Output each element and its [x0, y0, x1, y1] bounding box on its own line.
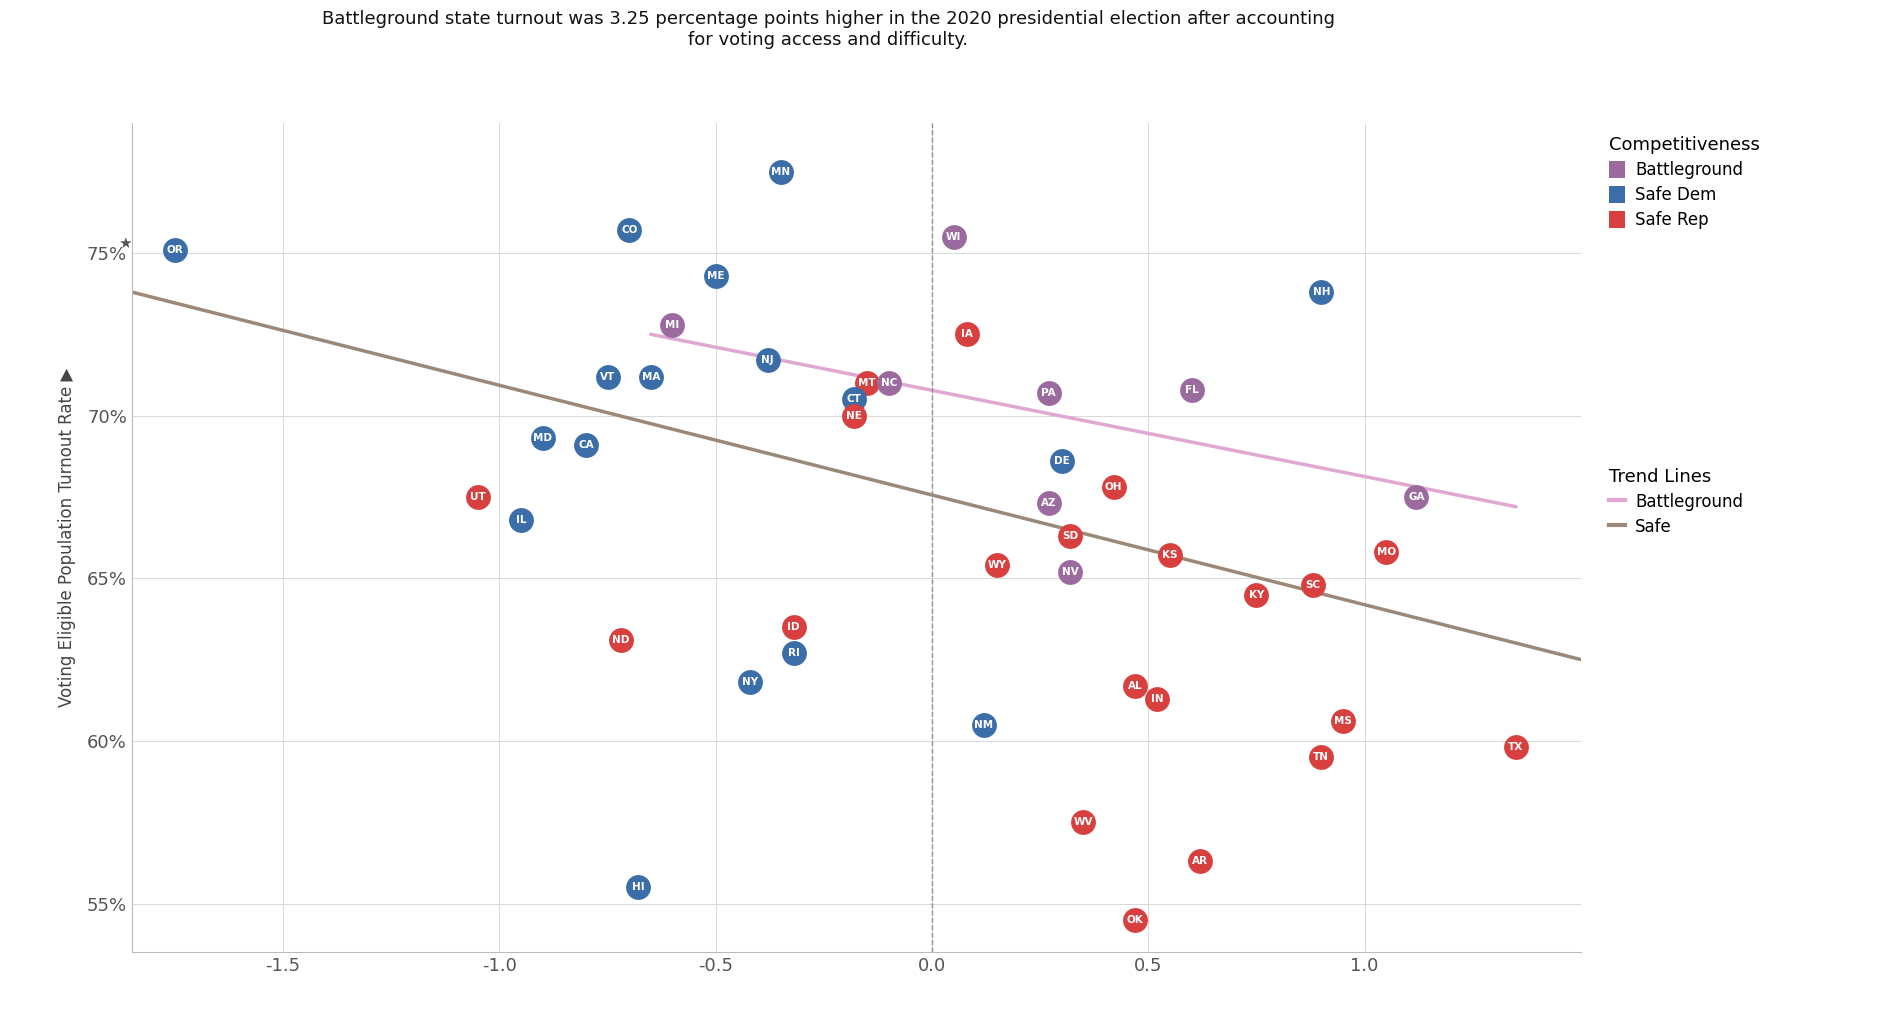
Point: [1402, 488, 1432, 505]
Point: [736, 674, 766, 690]
Text: FL: FL: [1184, 385, 1199, 394]
Text: ★: ★: [119, 236, 132, 251]
Text: DE: DE: [1054, 456, 1069, 466]
Point: [623, 879, 653, 895]
Text: AZ: AZ: [1041, 499, 1056, 509]
Point: [657, 316, 687, 333]
Point: [700, 267, 730, 284]
Text: WV: WV: [1073, 817, 1093, 827]
Point: [1242, 587, 1272, 603]
Point: [1120, 678, 1150, 694]
Point: [939, 228, 969, 245]
Point: [1156, 547, 1186, 563]
Text: VT: VT: [600, 372, 615, 382]
Text: IN: IN: [1150, 693, 1163, 703]
Point: [527, 430, 557, 446]
Text: ND: ND: [612, 635, 629, 645]
Point: [1033, 385, 1063, 401]
Text: OH: OH: [1105, 482, 1122, 493]
Text: UT: UT: [470, 492, 486, 502]
Text: ME: ME: [708, 270, 725, 281]
Point: [1033, 496, 1063, 512]
Text: SD: SD: [1061, 531, 1078, 541]
Text: HI: HI: [632, 883, 644, 892]
Point: [779, 645, 809, 662]
Text: TN: TN: [1314, 753, 1329, 762]
Point: [766, 164, 796, 180]
Text: MS: MS: [1334, 717, 1351, 726]
Text: MA: MA: [642, 372, 661, 382]
Y-axis label: Voting Eligible Population Turnout Rate ▶: Voting Eligible Population Turnout Rate …: [58, 368, 75, 708]
Text: MT: MT: [858, 378, 875, 388]
Text: PA: PA: [1041, 388, 1056, 398]
Text: ID: ID: [787, 622, 800, 632]
Text: Battleground state turnout was 3.25 percentage points higher in the 2020 preside: Battleground state turnout was 3.25 perc…: [322, 10, 1334, 49]
Text: GA: GA: [1408, 492, 1425, 502]
Text: WY: WY: [988, 560, 1007, 570]
Point: [779, 618, 809, 635]
Text: CO: CO: [621, 225, 638, 236]
Text: OK: OK: [1127, 914, 1144, 925]
Text: OR: OR: [167, 245, 183, 255]
Point: [1046, 453, 1077, 469]
Point: [952, 326, 982, 342]
Point: [160, 242, 190, 258]
Point: [1056, 563, 1086, 580]
Point: [1099, 479, 1129, 496]
Text: MD: MD: [533, 433, 551, 443]
Text: NE: NE: [847, 411, 862, 421]
Point: [570, 436, 600, 453]
Point: [1069, 814, 1099, 830]
Point: [1142, 690, 1172, 707]
Point: [1306, 749, 1336, 765]
Point: [839, 391, 869, 408]
Text: AL: AL: [1127, 681, 1142, 690]
Text: MN: MN: [772, 167, 790, 177]
Point: [614, 222, 644, 239]
Point: [1502, 739, 1532, 756]
Text: NH: NH: [1312, 287, 1331, 297]
Text: CT: CT: [847, 394, 862, 404]
Text: TX: TX: [1507, 742, 1524, 753]
Text: NM: NM: [975, 720, 994, 730]
Point: [463, 488, 493, 505]
Text: KY: KY: [1250, 590, 1265, 599]
Point: [606, 632, 636, 648]
Point: [1186, 853, 1216, 869]
Legend: Battleground, Safe: Battleground, Safe: [1603, 463, 1748, 541]
Text: IL: IL: [516, 515, 527, 524]
Text: MO: MO: [1376, 547, 1396, 557]
Point: [636, 369, 666, 385]
Point: [1306, 284, 1336, 300]
Point: [1372, 544, 1402, 560]
Text: AR: AR: [1191, 856, 1208, 866]
Point: [873, 375, 903, 391]
Text: SC: SC: [1304, 580, 1321, 590]
Point: [1329, 713, 1359, 729]
Point: [969, 717, 999, 733]
Text: NC: NC: [881, 378, 898, 388]
Text: MI: MI: [666, 319, 679, 330]
Point: [1176, 381, 1206, 397]
Text: NJ: NJ: [762, 355, 774, 366]
Point: [982, 557, 1013, 573]
Point: [839, 408, 869, 424]
Text: KS: KS: [1163, 551, 1178, 560]
Point: [593, 369, 623, 385]
Point: [506, 512, 536, 528]
Text: CA: CA: [578, 440, 593, 450]
Text: WI: WI: [947, 231, 962, 242]
Point: [1120, 911, 1150, 928]
Point: [753, 352, 783, 369]
Text: RI: RI: [789, 648, 800, 658]
Point: [1297, 577, 1327, 593]
Point: [853, 375, 883, 391]
Point: [1056, 527, 1086, 544]
Text: IA: IA: [960, 330, 973, 339]
Text: NY: NY: [742, 677, 758, 687]
Text: NV: NV: [1061, 566, 1078, 577]
